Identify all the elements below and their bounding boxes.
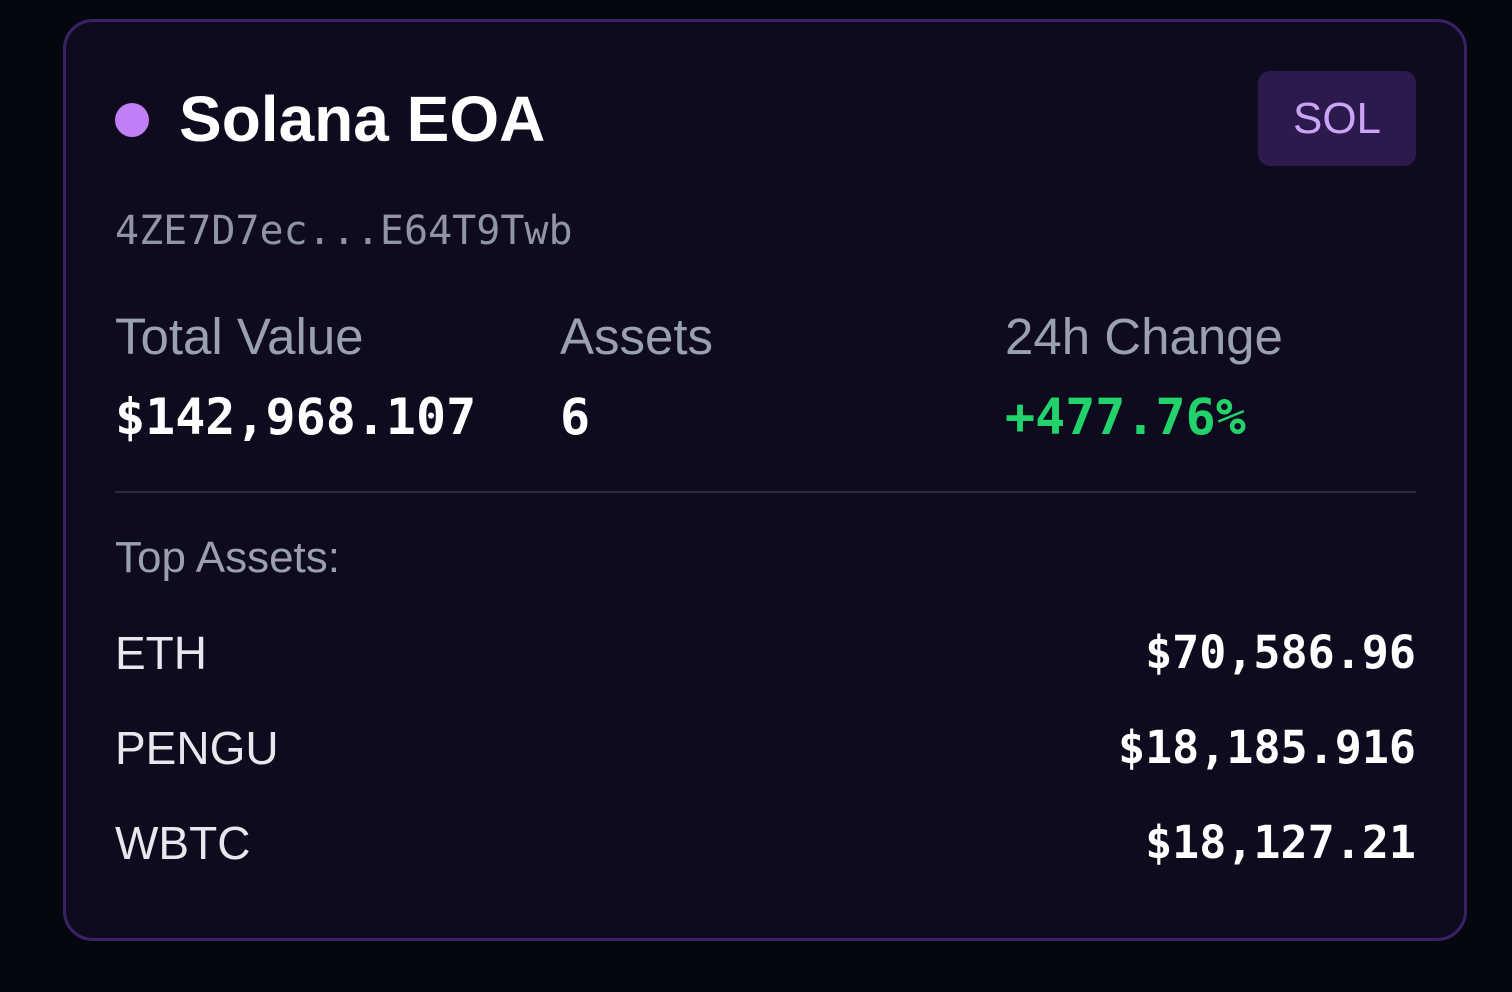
wallet-name: Solana EOA — [179, 83, 546, 155]
total-value: $142,968.107 — [115, 388, 477, 446]
assets-label: Assets — [560, 308, 714, 365]
top-assets-label: Top Assets: — [115, 533, 341, 582]
asset-row[interactable]: PENGU $18,185.916 — [115, 718, 1416, 778]
change-label: 24h Change — [1005, 308, 1283, 365]
asset-row[interactable]: WBTC $18,127.21 — [115, 813, 1416, 873]
divider — [115, 491, 1416, 493]
asset-value: $18,127.21 — [1145, 816, 1416, 869]
asset-value: $18,185.916 — [1117, 721, 1416, 774]
asset-row[interactable]: ETH $70,586.96 — [115, 623, 1416, 683]
asset-symbol: WBTC — [115, 817, 251, 869]
asset-symbol: ETH — [115, 627, 207, 679]
chain-status-dot — [115, 103, 149, 137]
wallet-card[interactable]: Solana EOA SOL 4ZE7D7ec...E64T9Twb Total… — [63, 19, 1467, 941]
wallet-address[interactable]: 4ZE7D7ec...E64T9Twb — [115, 208, 573, 254]
total-value-label: Total Value — [115, 308, 364, 365]
asset-symbol: PENGU — [115, 722, 279, 774]
change-value: +477.76% — [1005, 388, 1246, 446]
asset-value: $70,586.96 — [1145, 626, 1416, 679]
chain-badge: SOL — [1258, 71, 1416, 166]
assets-count: 6 — [560, 388, 591, 446]
